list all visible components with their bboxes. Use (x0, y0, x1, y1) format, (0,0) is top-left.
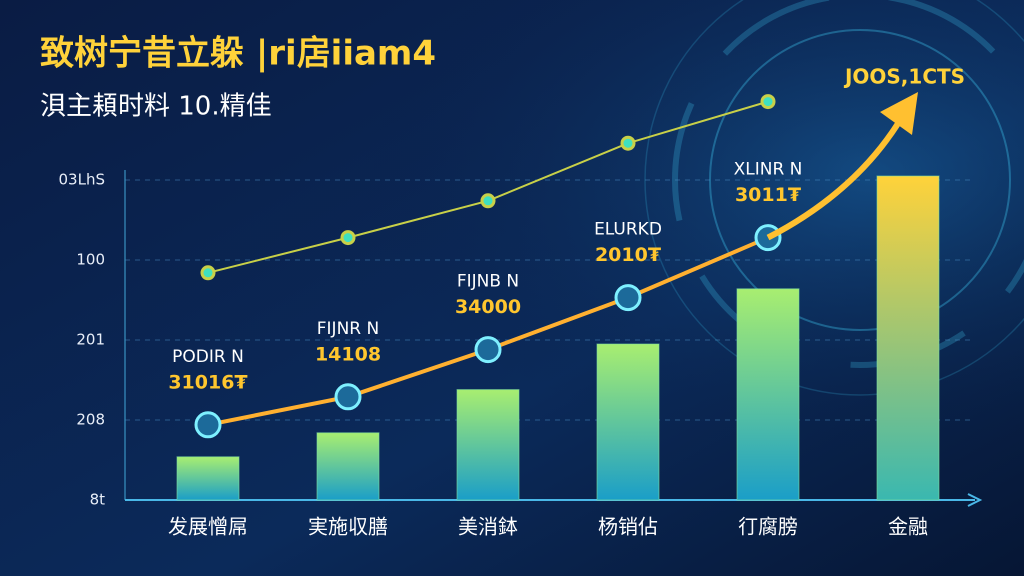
point-marker (334, 383, 362, 411)
point-marker (480, 193, 496, 209)
x-tick-label: 実施収膳 (308, 515, 388, 539)
bar (596, 343, 660, 501)
annotation-name: ELURKD (594, 220, 662, 240)
y-tick-label: 8t (90, 491, 106, 509)
y-tick-label: 100 (76, 251, 105, 269)
point-marker (474, 336, 502, 364)
top-label: JOOS,1CTS (843, 65, 965, 89)
x-tick-label: 㣔腐膀 (738, 515, 798, 539)
chart-subtitle: 浿主頛时料 10.精佳 (40, 92, 272, 122)
x-tick-label: 发展憎屌 (168, 515, 248, 539)
y-tick-label: 208 (76, 411, 105, 429)
bar (316, 432, 380, 501)
x-axis-arrow (967, 493, 983, 507)
point-marker (614, 284, 642, 312)
annotation-name: FIJNR N (317, 319, 379, 339)
trend-arrow (766, 110, 908, 241)
bar (176, 456, 240, 501)
annotation-name: FIJNB N (457, 272, 519, 292)
annotation-value: 31016₮ (168, 371, 247, 393)
point-marker (200, 265, 216, 281)
point-marker (340, 230, 356, 246)
y-tick-label: 03LhS (59, 171, 105, 189)
annotation-value: 34000 (455, 296, 521, 318)
point-marker (760, 94, 776, 110)
annotation-value: 3011₮ (735, 184, 801, 206)
y-tick-label: 201 (76, 331, 105, 349)
bar (876, 175, 940, 501)
x-tick-label: 金融 (888, 515, 928, 539)
annotation-value: 2010₮ (595, 244, 661, 266)
chart-title: 致树宁昔立躲 |ri扂iiam4 (40, 34, 436, 74)
annotation-name: XLINR N (734, 160, 803, 180)
x-tick-label: 杨销佔 (598, 515, 658, 539)
bar (456, 389, 520, 501)
annotation-name: PODIR N (172, 347, 244, 367)
point-marker (194, 411, 222, 439)
annotation-value: 14108 (315, 343, 381, 365)
point-marker (620, 135, 636, 151)
trend-arrowhead (880, 92, 918, 135)
x-tick-label: 美消鉢 (458, 515, 518, 539)
bar (736, 288, 800, 501)
